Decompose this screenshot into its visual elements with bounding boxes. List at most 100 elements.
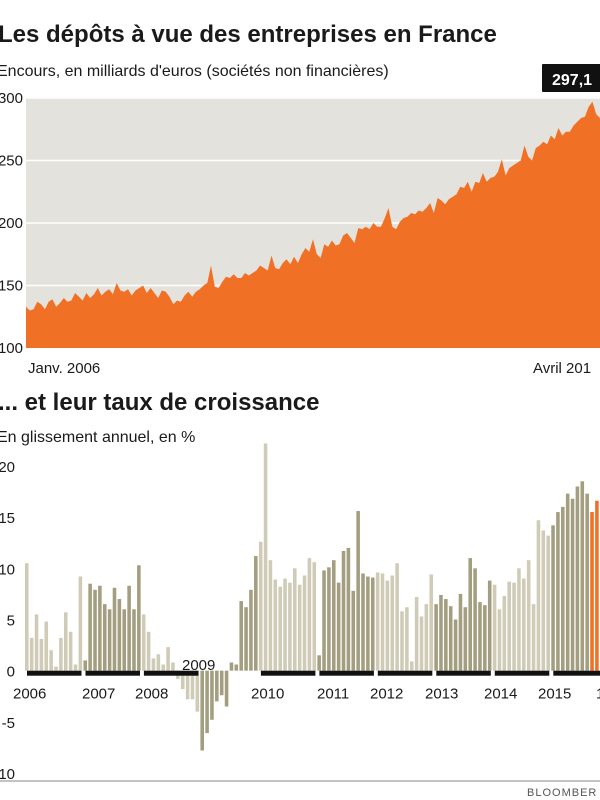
bar-y-tick-label: 0 bbox=[7, 664, 15, 681]
top-chart-title: Les dépôts à vue des entreprises en Fran… bbox=[0, 21, 497, 48]
area-chart: 100 150 200 250 300 bbox=[0, 90, 600, 357]
bar bbox=[283, 578, 287, 671]
bar bbox=[390, 575, 395, 671]
bar bbox=[580, 481, 585, 671]
bar bbox=[224, 670, 229, 707]
area-y-tick-label: 100 bbox=[0, 340, 23, 357]
year-label: 2012 bbox=[370, 686, 403, 703]
bar bbox=[297, 584, 302, 671]
bar bbox=[317, 655, 321, 671]
callout-background bbox=[542, 64, 600, 92]
bar bbox=[151, 658, 156, 671]
bar-y-tick-label: 5 bbox=[7, 613, 15, 630]
bottom-chart-title: ... et leur taux de croissance bbox=[0, 389, 319, 416]
bar bbox=[229, 662, 234, 671]
year-label: 2007 bbox=[82, 686, 115, 703]
bar bbox=[351, 590, 356, 671]
bar bbox=[331, 560, 336, 671]
bar bbox=[44, 621, 49, 671]
year-label: 2011 bbox=[317, 686, 349, 703]
bar bbox=[146, 631, 151, 671]
bar bbox=[536, 520, 541, 671]
bar bbox=[497, 609, 502, 671]
bar bbox=[127, 585, 131, 671]
bar bbox=[205, 670, 209, 734]
area-y-tick-label: 150 bbox=[0, 278, 23, 295]
bar bbox=[565, 493, 570, 671]
bar bbox=[595, 500, 599, 671]
bar bbox=[83, 660, 88, 671]
year-labels: 2006 2007 2008 2010 2011 2012 2013 2014 2015 1 bbox=[13, 686, 600, 703]
bar bbox=[107, 609, 112, 671]
bar bbox=[244, 607, 248, 671]
bar bbox=[546, 535, 550, 671]
bar bbox=[512, 582, 516, 671]
bar bbox=[570, 498, 575, 671]
bar-series bbox=[25, 443, 599, 751]
bar bbox=[39, 638, 44, 671]
bar bbox=[370, 577, 375, 671]
bar bbox=[180, 670, 185, 690]
area-series-deposits bbox=[26, 101, 600, 348]
bar bbox=[492, 584, 497, 671]
bar bbox=[556, 512, 560, 671]
bar bbox=[254, 556, 258, 671]
bar bbox=[117, 599, 122, 671]
callout-value: 297,1 bbox=[552, 72, 592, 89]
bar bbox=[453, 619, 458, 671]
bar bbox=[215, 670, 219, 702]
bar bbox=[54, 666, 58, 671]
bar bbox=[541, 530, 546, 671]
bar bbox=[88, 583, 92, 671]
bar bbox=[263, 443, 268, 671]
bar-y-tick-label: 15 bbox=[0, 510, 15, 527]
bar bbox=[278, 586, 282, 671]
bar bbox=[185, 670, 190, 700]
top-chart-subtitle: Encours, en milliards d'euros (sociétés … bbox=[0, 63, 389, 80]
bar bbox=[531, 604, 536, 671]
bar bbox=[561, 506, 565, 671]
bar bbox=[29, 637, 34, 671]
year-segment bbox=[436, 670, 491, 676]
bar bbox=[336, 582, 341, 671]
year-segment bbox=[553, 670, 600, 676]
year-segment bbox=[377, 670, 433, 676]
bar bbox=[312, 562, 317, 671]
bar-y-axis: 10 -5 0 5 10 15 20 bbox=[0, 459, 15, 783]
bar bbox=[405, 607, 409, 671]
source-credit: BLOOMBER bbox=[527, 787, 597, 799]
bar bbox=[322, 570, 326, 671]
bar bbox=[522, 578, 526, 671]
bar bbox=[341, 550, 346, 671]
bar bbox=[78, 576, 83, 671]
year-segment bbox=[85, 670, 140, 676]
bar bbox=[219, 670, 224, 696]
bar bbox=[366, 576, 370, 671]
bar bbox=[34, 614, 39, 671]
area-y-tick-label: 250 bbox=[0, 153, 23, 170]
bar bbox=[414, 596, 419, 671]
bar bbox=[293, 568, 297, 671]
bar-y-tick-label: 10 bbox=[0, 561, 15, 578]
year-segment bbox=[260, 670, 316, 676]
year-segment bbox=[27, 670, 82, 676]
bar bbox=[239, 601, 243, 671]
bar bbox=[307, 558, 312, 671]
bar bbox=[439, 594, 443, 671]
bar bbox=[346, 547, 351, 671]
bar bbox=[102, 604, 107, 671]
bar bbox=[268, 560, 273, 671]
bar bbox=[575, 486, 580, 671]
bar bbox=[395, 563, 399, 671]
bar bbox=[444, 599, 448, 671]
callout-badge: 297,1 bbox=[542, 64, 600, 92]
area-y-tick-label: 300 bbox=[0, 90, 23, 107]
bar bbox=[483, 605, 487, 671]
bar bbox=[137, 565, 141, 671]
bar bbox=[156, 654, 161, 671]
bar bbox=[517, 568, 521, 671]
area-x-label-start: Janv. 2006 bbox=[28, 360, 100, 377]
year-baseline-segments bbox=[27, 670, 600, 676]
bar bbox=[458, 593, 463, 671]
